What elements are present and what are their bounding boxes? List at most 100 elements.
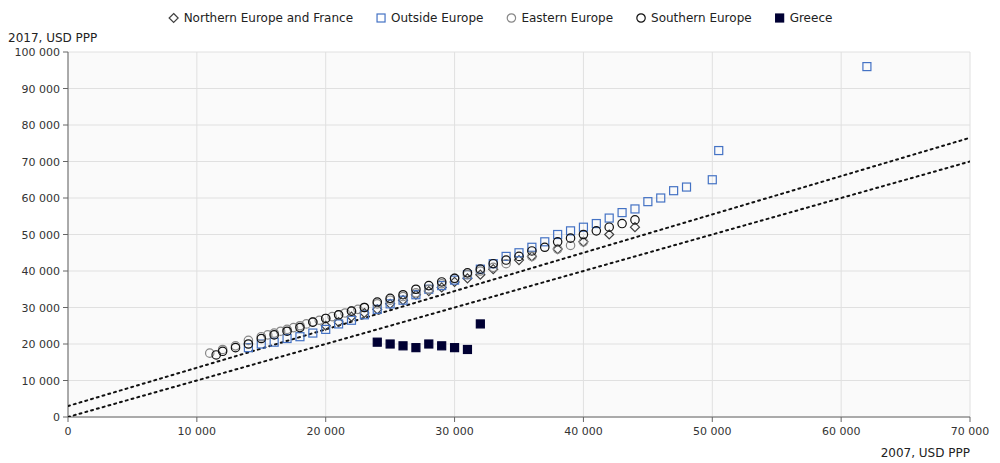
x-axis-line: [68, 417, 970, 418]
point: [566, 234, 574, 242]
x-tick-label: 70 000: [951, 425, 990, 438]
point: [450, 274, 458, 282]
point: [412, 344, 420, 352]
point: [218, 347, 226, 355]
point: [670, 187, 678, 195]
series: [244, 63, 871, 352]
x-tick-label: 60 000: [822, 425, 861, 438]
point: [863, 63, 871, 71]
y-tick: [63, 307, 68, 308]
y-grid-line: [68, 417, 970, 418]
y-tick: [63, 234, 68, 235]
legend-label: Greece: [790, 11, 833, 25]
y-tick: [63, 88, 68, 89]
legend-symbol: [377, 14, 385, 22]
point: [476, 320, 484, 328]
legend-symbol: [169, 14, 178, 23]
point: [657, 194, 665, 202]
point: [476, 265, 484, 273]
point: [309, 329, 317, 337]
point: [502, 256, 510, 264]
y-tick: [63, 380, 68, 381]
y-grid-line: [68, 161, 970, 162]
point: [631, 205, 639, 213]
point: [347, 307, 355, 315]
point: [386, 294, 394, 302]
y-axis-line: [68, 52, 69, 417]
y-tick: [63, 344, 68, 345]
legend-item: Northern Europe and France: [169, 11, 353, 25]
plot-background: [68, 52, 970, 417]
x-tick: [325, 417, 326, 422]
legend-item: Southern Europe: [637, 11, 752, 25]
y-tick-label: 50 000: [22, 229, 61, 242]
point: [605, 223, 613, 231]
y-tick-label: 40 000: [22, 265, 61, 278]
point: [399, 342, 407, 350]
legend-item: Greece: [776, 11, 833, 25]
x-tick: [841, 417, 842, 422]
x-tick-label: 0: [65, 425, 72, 438]
legend-symbol: [776, 14, 784, 22]
legend-label: Outside Europe: [391, 11, 483, 25]
point: [708, 176, 716, 184]
point: [489, 260, 497, 268]
x-tick-label: 40 000: [564, 425, 603, 438]
point: [618, 209, 626, 217]
y-tick-label: 20 000: [22, 338, 61, 351]
x-tick-label: 20 000: [306, 425, 345, 438]
y-tick-label: 60 000: [22, 192, 61, 205]
reference-line: [68, 162, 970, 418]
point: [437, 278, 445, 286]
x-tick-label: 50 000: [693, 425, 732, 438]
reference-line: [68, 138, 970, 406]
axes: 0 10 000 20 000 30 000 40 000 50 000 60 000 70 …: [15, 46, 990, 438]
y-grid-line: [68, 88, 970, 89]
grid: [68, 52, 970, 417]
point: [212, 351, 220, 359]
point: [231, 343, 239, 351]
point: [360, 303, 368, 311]
y-tick-label: 80 000: [22, 119, 61, 132]
point: [296, 333, 304, 341]
point: [399, 291, 407, 299]
point: [631, 216, 639, 224]
point: [360, 303, 368, 311]
legend-symbol: [507, 14, 515, 22]
x-axis-label: 2007, USD PPP: [881, 446, 970, 460]
point: [605, 214, 613, 222]
y-tick: [63, 125, 68, 126]
point: [425, 340, 433, 348]
legend-item: Eastern Europe: [507, 11, 613, 25]
y-tick-label: 100 000: [15, 46, 61, 59]
y-grid-line: [68, 125, 970, 126]
x-tick-label: 10 000: [178, 425, 217, 438]
x-tick: [454, 417, 455, 422]
point: [715, 147, 723, 155]
point: [283, 327, 291, 335]
y-grid-line: [68, 344, 970, 345]
point: [450, 274, 458, 282]
point: [373, 298, 381, 306]
y-tick: [63, 271, 68, 272]
y-grid-line: [68, 198, 970, 199]
point: [618, 219, 626, 227]
point: [528, 247, 536, 255]
x-tick: [970, 417, 971, 422]
y-tick-label: 30 000: [22, 302, 61, 315]
legend-item: Outside Europe: [377, 11, 483, 25]
y-grid-line: [68, 380, 970, 381]
legend-symbol: [637, 14, 645, 22]
point: [386, 340, 394, 348]
series: [321, 223, 639, 331]
y-grid-line: [68, 307, 970, 308]
point: [335, 320, 343, 328]
y-grid-line: [68, 52, 970, 53]
x-tick: [712, 417, 713, 422]
x-tick: [68, 417, 69, 422]
y-tick: [63, 52, 68, 53]
point: [579, 230, 587, 238]
y-axis-label: 2017, USD PPP: [8, 31, 97, 45]
y-tick-label: 70 000: [22, 156, 61, 169]
point: [463, 269, 471, 277]
